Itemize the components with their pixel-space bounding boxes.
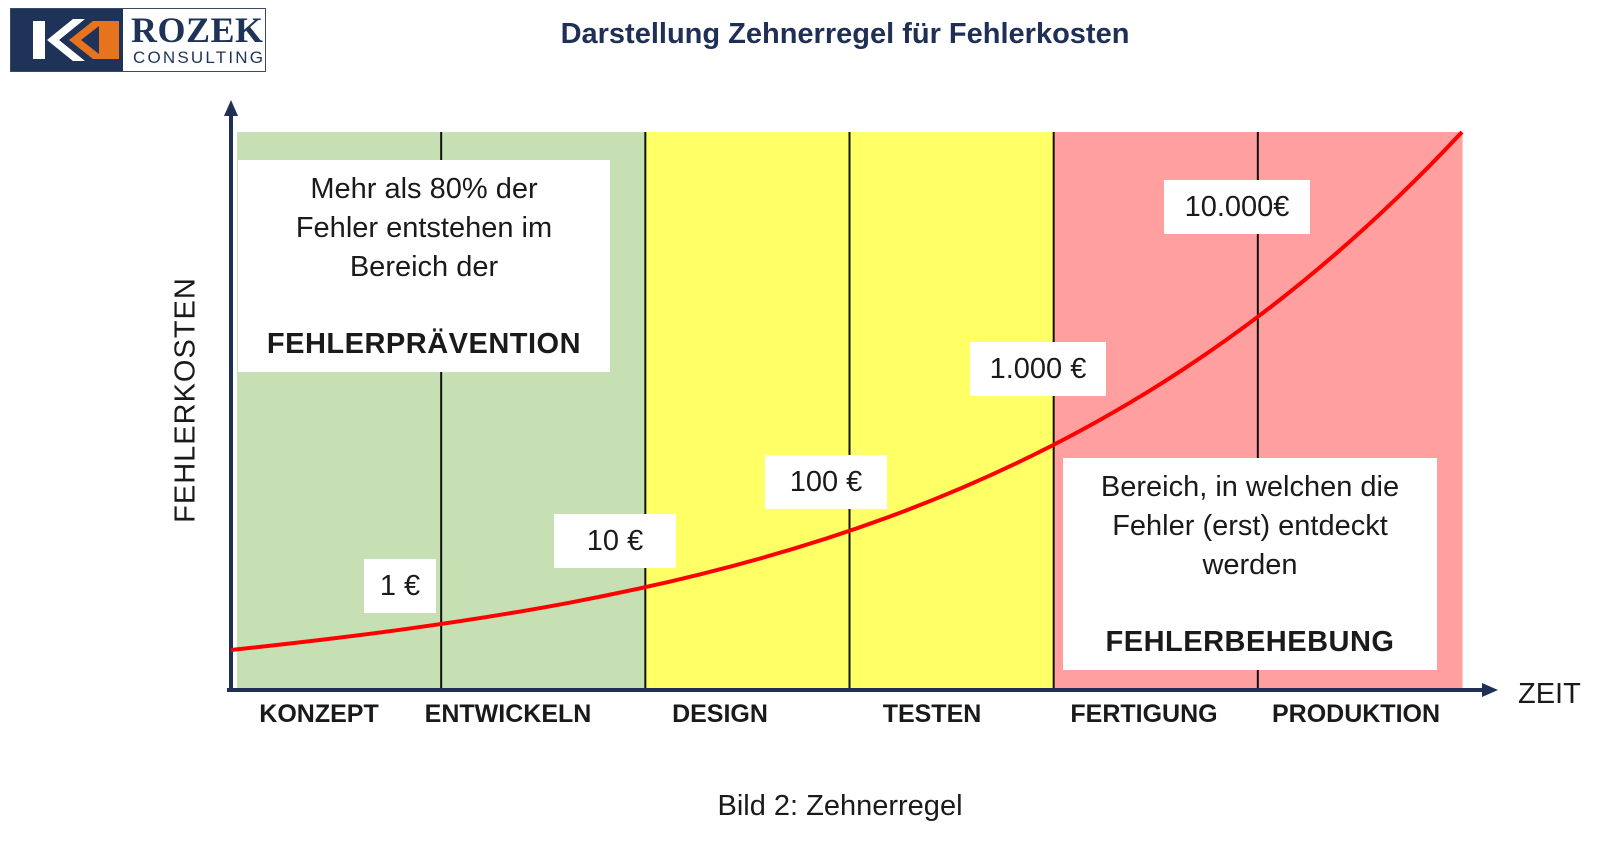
correction-text-line: Fehler (erst) entdeckt — [1112, 510, 1388, 542]
phase-label-fertigung: FERTIGUNG — [1070, 700, 1218, 728]
phase-band-design — [645, 132, 850, 688]
correction-emphasis: FEHLERBEHEBUNG — [1105, 626, 1395, 658]
prevention-info-box: Mehr als 80% der Fehler entstehen im Ber… — [238, 160, 610, 372]
prevention-emphasis: FEHLERPRÄVENTION — [266, 328, 582, 360]
phase-band-testen — [849, 132, 1055, 688]
page-title: Darstellung Zehnerregel für Fehlerkosten — [560, 18, 1130, 50]
phase-label-design: DESIGN — [672, 700, 768, 728]
correction-text-line: werden — [1202, 549, 1298, 581]
prevention-text-line: Bereich der — [349, 251, 499, 283]
cost-label-1: 1 € — [364, 559, 436, 613]
cost-label-10000: 10.000€ — [1164, 180, 1310, 234]
phase-label-konzept: KONZEPT — [259, 700, 379, 728]
phase-label-produktion: PRODUKTION — [1271, 700, 1441, 728]
cost-label-1000: 1.000 € — [970, 342, 1106, 396]
logo-subtitle: CONSULTING — [133, 48, 266, 67]
correction-text-line: Bereich, in welchen die — [1100, 471, 1400, 503]
x-axis-label: ZEIT — [1518, 678, 1581, 710]
y-axis-label: FEHLERKOSTEN — [169, 277, 202, 523]
rozek-logo-icon — [11, 9, 123, 71]
x-axis-arrow-icon — [1482, 683, 1498, 697]
prevention-text-line: Mehr als 80% der — [310, 173, 538, 205]
logo-name: ROZEK — [131, 10, 264, 50]
phase-label-entwickeln: ENTWICKELN — [424, 700, 592, 728]
cost-curve — [230, 130, 1464, 652]
prevention-text-line: Fehler entstehen im — [295, 212, 553, 244]
company-logo: ROZEK CONSULTING — [10, 8, 266, 72]
y-axis-arrow-icon — [224, 100, 238, 116]
cost-label-100: 100 € — [765, 455, 887, 509]
phase-label-testen: TESTEN — [882, 700, 982, 728]
cost-label-10: 10 € — [554, 514, 676, 568]
figure-caption: Bild 2: Zehnerregel — [717, 790, 963, 822]
correction-info-box: Bereich, in welchen die Fehler (erst) en… — [1063, 458, 1437, 670]
